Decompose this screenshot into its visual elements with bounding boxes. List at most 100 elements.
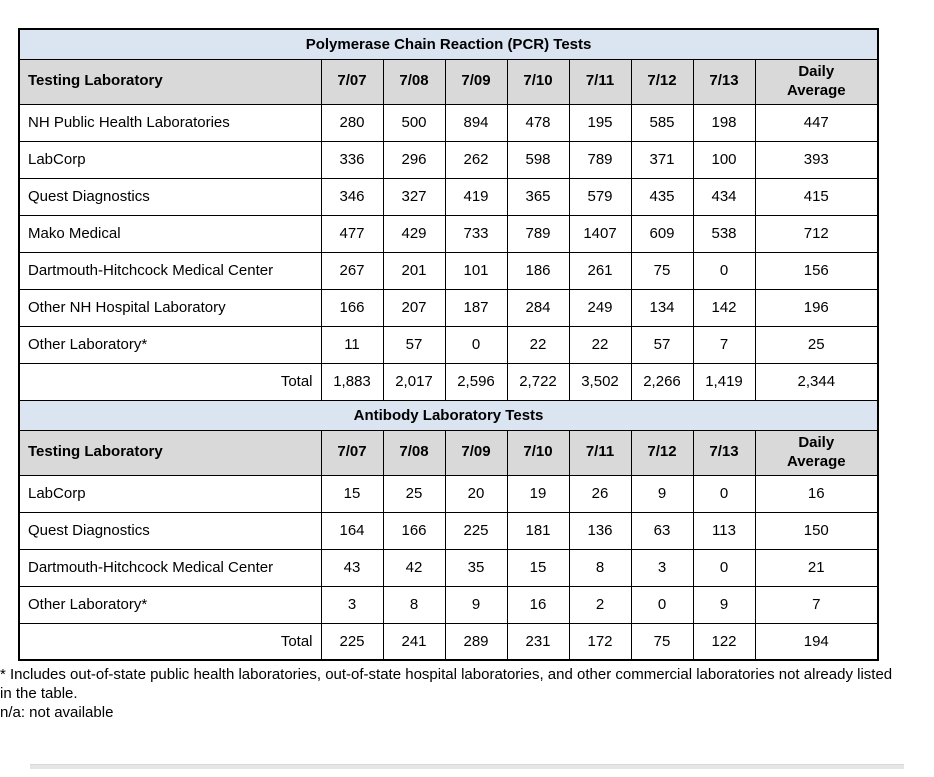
- total-value-cell: 225: [320, 622, 384, 661]
- column-header: 7/11: [568, 58, 632, 105]
- value-cell: 201: [382, 251, 446, 290]
- total-value-cell: 75: [630, 622, 694, 661]
- value-cell: 894: [444, 103, 508, 142]
- total-row: Total 225 241 289 231 172 75 122 194: [18, 622, 879, 661]
- column-header: Testing Laboratory: [18, 58, 322, 105]
- column-header: 7/11: [568, 429, 632, 476]
- value-cell: 11: [320, 325, 384, 364]
- value-cell: 419: [444, 177, 508, 216]
- value-cell: 57: [630, 325, 694, 364]
- value-cell: 166: [382, 511, 446, 550]
- value-cell: 789: [568, 140, 632, 179]
- value-cell: 434: [692, 177, 756, 216]
- value-cell: 15: [506, 548, 570, 587]
- table-row: NH Public Health Laboratories 280 500 894 47…: [18, 103, 879, 142]
- lab-name-cell: LabCorp: [18, 140, 322, 179]
- value-cell: 415: [754, 177, 879, 216]
- column-header: 7/08: [382, 58, 446, 105]
- table-row: Other Laboratory* 11 57 0 22 22 57 7 25: [18, 325, 879, 364]
- value-cell: 25: [754, 325, 879, 364]
- value-cell: 712: [754, 214, 879, 253]
- value-cell: 142: [692, 288, 756, 327]
- value-cell: 447: [754, 103, 879, 142]
- value-cell: 225: [444, 511, 508, 550]
- value-cell: 42: [382, 548, 446, 587]
- footnote-na-note: n/a: not available: [0, 704, 114, 722]
- total-label-cell: Total: [18, 622, 322, 661]
- value-cell: 21: [754, 548, 879, 587]
- value-cell: 134: [630, 288, 694, 327]
- total-value-cell: 172: [568, 622, 632, 661]
- value-cell: 136: [568, 511, 632, 550]
- value-cell: 365: [506, 177, 570, 216]
- pcr-section: Polymerase Chain Reaction (PCR) Tests Tes…: [18, 28, 879, 401]
- column-header: 7/13: [692, 58, 756, 105]
- value-cell: 0: [444, 325, 508, 364]
- column-header: 7/13: [692, 429, 756, 476]
- total-value-cell: 2,344: [754, 362, 879, 401]
- lab-name-cell: NH Public Health Laboratories: [18, 103, 322, 142]
- value-cell: 16: [754, 474, 879, 513]
- value-cell: 598: [506, 140, 570, 179]
- column-header: 7/09: [444, 429, 508, 476]
- value-cell: 327: [382, 177, 446, 216]
- antibody-section: Antibody Laboratory Tests Testing Laborat…: [18, 399, 879, 661]
- value-cell: 371: [630, 140, 694, 179]
- value-cell: 0: [692, 548, 756, 587]
- column-header: 7/07: [320, 58, 384, 105]
- total-value-cell: 2,596: [444, 362, 508, 401]
- column-header: 7/12: [630, 429, 694, 476]
- document-page: Polymerase Chain Reaction (PCR) Tests Tes…: [0, 28, 934, 777]
- value-cell: 3: [320, 585, 384, 624]
- value-cell: 262: [444, 140, 508, 179]
- value-cell: 22: [568, 325, 632, 364]
- value-cell: 16: [506, 585, 570, 624]
- column-header: Daily Average: [754, 429, 879, 476]
- value-cell: 100: [692, 140, 756, 179]
- value-cell: 7: [754, 585, 879, 624]
- lab-name-cell: LabCorp: [18, 474, 322, 513]
- value-cell: 579: [568, 177, 632, 216]
- value-cell: 538: [692, 214, 756, 253]
- value-cell: 150: [754, 511, 879, 550]
- antibody-table-title: Antibody Laboratory Tests: [18, 399, 879, 431]
- value-cell: 296: [382, 140, 446, 179]
- value-cell: 249: [568, 288, 632, 327]
- value-cell: 9: [692, 585, 756, 624]
- lab-name-cell: Other NH Hospital Laboratory: [18, 288, 322, 327]
- value-cell: 63: [630, 511, 694, 550]
- table-row: Dartmouth-Hitchcock Medical Center 267 201…: [18, 251, 879, 290]
- value-cell: 585: [630, 103, 694, 142]
- total-value-cell: 2,722: [506, 362, 570, 401]
- value-cell: 195: [568, 103, 632, 142]
- value-cell: 346: [320, 177, 384, 216]
- value-cell: 26: [568, 474, 632, 513]
- column-header: 7/12: [630, 58, 694, 105]
- lab-name-cell: Quest Diagnostics: [18, 511, 322, 550]
- antibody-header-row: Testing Laboratory 7/07 7/08 7/09 7/10 7/11 7/…: [18, 429, 879, 476]
- value-cell: 207: [382, 288, 446, 327]
- value-cell: 284: [506, 288, 570, 327]
- total-value-cell: 122: [692, 622, 756, 661]
- column-header: 7/09: [444, 58, 508, 105]
- value-cell: 19: [506, 474, 570, 513]
- column-header: Daily Average: [754, 58, 879, 105]
- value-cell: 2: [568, 585, 632, 624]
- lab-name-cell: Dartmouth-Hitchcock Medical Center: [18, 251, 322, 290]
- value-cell: 35: [444, 548, 508, 587]
- lab-name-cell: Mako Medical: [18, 214, 322, 253]
- value-cell: 9: [444, 585, 508, 624]
- value-cell: 9: [630, 474, 694, 513]
- value-cell: 20: [444, 474, 508, 513]
- total-value-cell: 3,502: [568, 362, 632, 401]
- lab-name-cell: Other Laboratory*: [18, 585, 322, 624]
- total-value-cell: 2,266: [630, 362, 694, 401]
- table-row: LabCorp 336 296 262 598 789 371 100 393: [18, 140, 879, 179]
- value-cell: 789: [506, 214, 570, 253]
- value-cell: 0: [692, 474, 756, 513]
- table-row: Mako Medical 477 429 733 789 1407 609 538 712: [18, 214, 879, 253]
- value-cell: 15: [320, 474, 384, 513]
- table-row: Other NH Hospital Laboratory 166 207 187 284…: [18, 288, 879, 327]
- value-cell: 156: [754, 251, 879, 290]
- value-cell: 0: [692, 251, 756, 290]
